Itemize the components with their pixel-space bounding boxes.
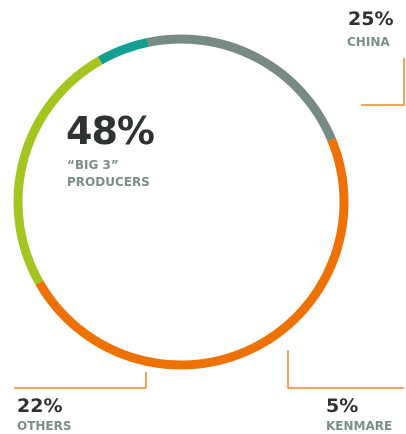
kenmare-leader-line (287, 350, 404, 389)
others-percentage: 22% (17, 395, 63, 417)
kenmare-percentage: 5% (326, 395, 359, 417)
headline-label-line2: PRODUCERS (67, 174, 150, 189)
kenmare-label: KENMARE (326, 419, 393, 433)
donut-slice-others (147, 34, 336, 142)
leader-lines (14, 58, 405, 389)
donut-slices (13, 34, 349, 370)
donut-slice-kenmare (98, 37, 149, 65)
others-leader-line (14, 372, 147, 389)
china-percentage: 25% (348, 8, 394, 30)
donut-slice-big-3-producers (35, 137, 349, 370)
others-label: OTHERS (17, 419, 72, 433)
china-label: CHINA (347, 35, 390, 49)
headline-percentage: 48% (66, 109, 155, 153)
china-leader-line (361, 58, 405, 106)
headline-label-line1: “BIG 3” (67, 158, 119, 172)
headline-label: “BIG 3” PRODUCERS (67, 157, 150, 191)
donut-slice-china (13, 56, 103, 285)
